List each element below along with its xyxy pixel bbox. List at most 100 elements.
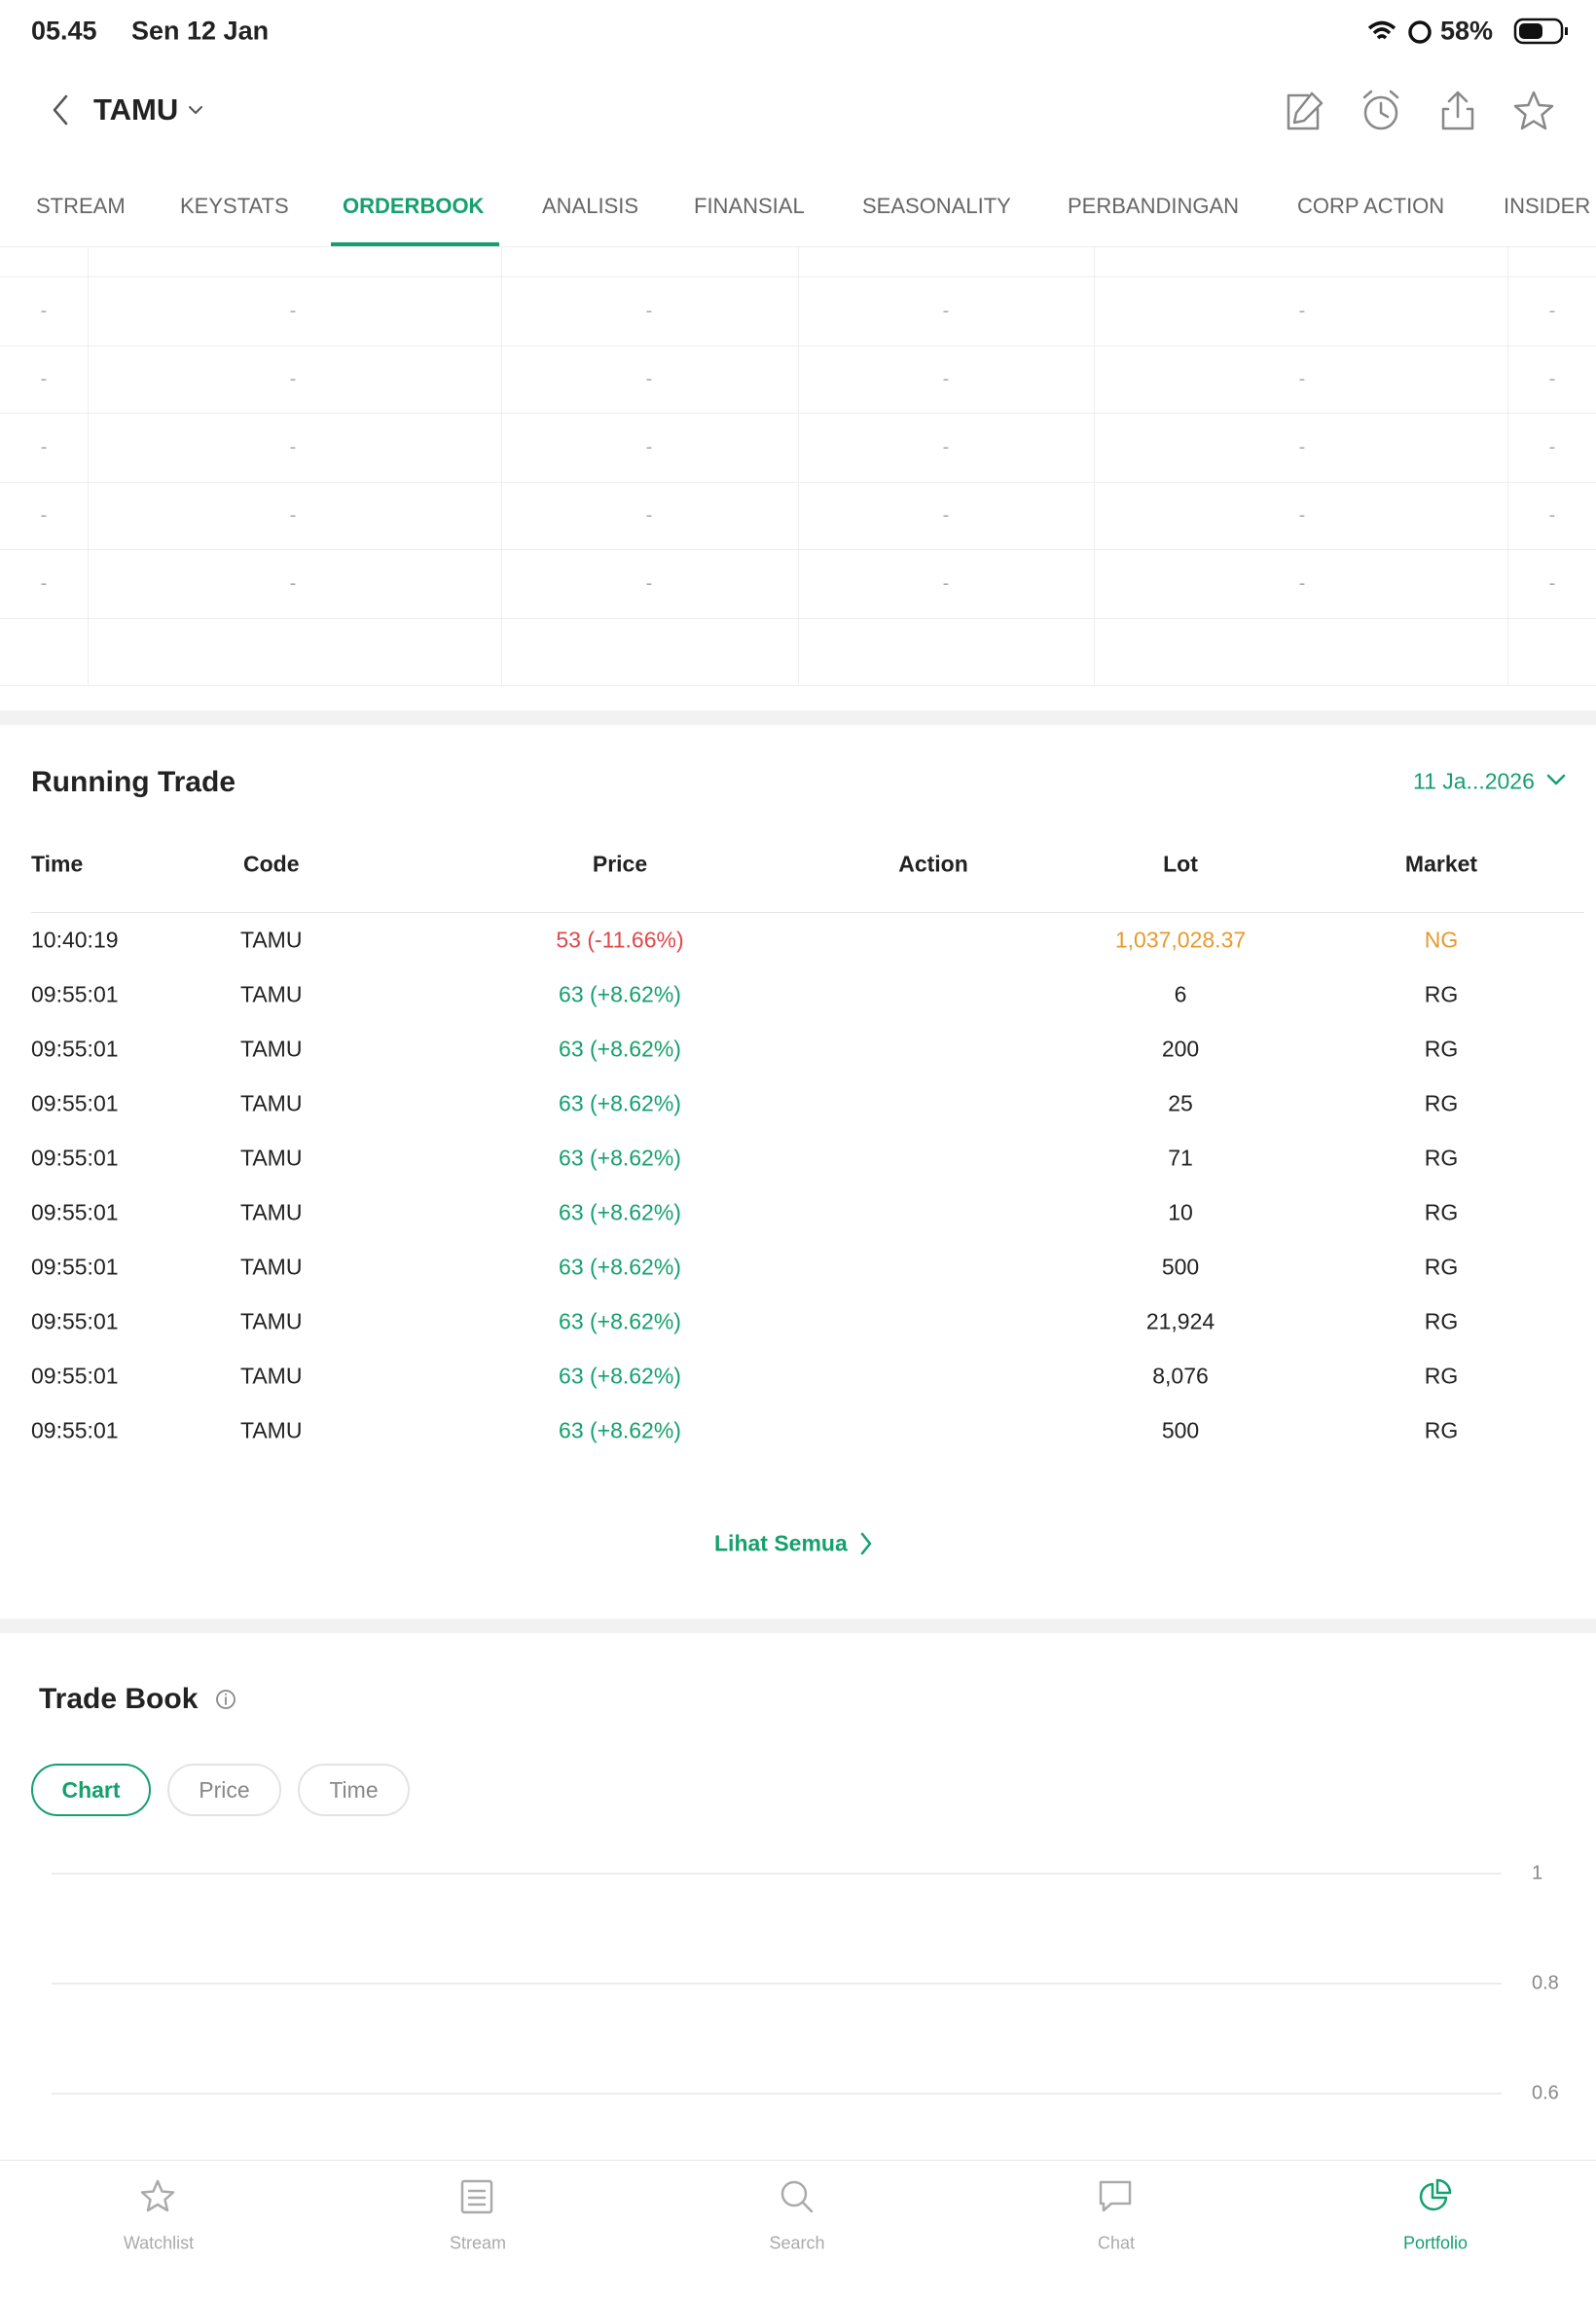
trade-lot: 6 bbox=[1174, 981, 1187, 1007]
tab[interactable]: KEYSTATS bbox=[180, 194, 289, 218]
orderbook-cell: - bbox=[942, 572, 950, 595]
orderbook-cell: - bbox=[40, 300, 48, 322]
date-dropdown[interactable] bbox=[1545, 773, 1567, 788]
info-icon[interactable] bbox=[214, 1688, 237, 1711]
tab[interactable]: FINANSIAL bbox=[694, 194, 805, 218]
section-title: Running Trade bbox=[31, 766, 236, 798]
battery-percent: 58% bbox=[1440, 16, 1494, 46]
orderbook-cell: - bbox=[645, 368, 653, 390]
orderbook-cell: - bbox=[942, 436, 950, 458]
column-header: Time bbox=[31, 851, 84, 877]
trade-price: 53 (-11.66%) bbox=[556, 927, 684, 953]
trade-price: 63 (+8.62%) bbox=[559, 981, 681, 1007]
trade-code: TAMU bbox=[240, 981, 303, 1007]
filter-pill[interactable]: Price bbox=[167, 1764, 281, 1816]
trade-code: TAMU bbox=[240, 1363, 303, 1389]
nav-icon[interactable] bbox=[459, 2178, 496, 2215]
orderbook-cell: - bbox=[289, 300, 297, 322]
see-all-link[interactable]: Lihat Semua bbox=[714, 1530, 848, 1556]
column-divider bbox=[798, 247, 799, 685]
orderbook-cell: - bbox=[1548, 572, 1556, 595]
column-header: Market bbox=[1404, 851, 1478, 877]
nav-label[interactable]: Watchlist bbox=[123, 2233, 195, 2253]
trade-lot: 500 bbox=[1161, 1417, 1200, 1443]
orderbook-cell: - bbox=[942, 300, 950, 322]
symbol-dropdown[interactable] bbox=[187, 103, 204, 117]
orderbook-cell: - bbox=[645, 436, 653, 458]
nav-label[interactable]: Portfolio bbox=[1402, 2233, 1469, 2253]
battery-icon bbox=[1513, 18, 1568, 45]
trade-time: 10:40:19 bbox=[31, 927, 119, 953]
orderbook-cell: - bbox=[1298, 504, 1306, 527]
trade-code: TAMU bbox=[240, 1417, 303, 1443]
orderbook-cell: - bbox=[1548, 368, 1556, 390]
filter-pill[interactable]: Time bbox=[298, 1764, 410, 1816]
nav-icon[interactable] bbox=[1098, 2178, 1135, 2215]
nav-label[interactable]: Search bbox=[769, 2233, 825, 2253]
row-divider bbox=[0, 685, 1596, 686]
trade-price: 63 (+8.62%) bbox=[559, 1308, 681, 1334]
orderbook-cell: - bbox=[40, 572, 48, 595]
trade-time: 09:55:01 bbox=[31, 1417, 119, 1443]
favorite-button[interactable] bbox=[1512, 90, 1555, 132]
column-header: Action bbox=[898, 851, 968, 877]
tab[interactable]: CORP ACTION bbox=[1297, 194, 1445, 218]
section-separator bbox=[0, 1619, 1596, 1633]
nav-icon[interactable] bbox=[1417, 2178, 1454, 2215]
trade-market: RG bbox=[1424, 1145, 1459, 1171]
filter-pill[interactable]: Chart bbox=[31, 1764, 151, 1816]
tab[interactable]: SEASONALITY bbox=[862, 194, 1011, 218]
orderbook-cell: - bbox=[1548, 504, 1556, 527]
tab-divider bbox=[0, 246, 1596, 247]
trade-code: TAMU bbox=[240, 1090, 303, 1116]
trade-lot: 10 bbox=[1168, 1199, 1193, 1225]
symbol[interactable]: TAMU bbox=[93, 92, 179, 127]
trade-market: RG bbox=[1424, 1363, 1459, 1389]
trade-time: 09:55:01 bbox=[31, 1145, 119, 1171]
nav-icon[interactable] bbox=[779, 2178, 816, 2215]
date-picker[interactable]: 11 Ja...2026 bbox=[1413, 768, 1535, 794]
trade-market: RG bbox=[1424, 1308, 1459, 1334]
tab[interactable]: INSIDER bbox=[1504, 194, 1591, 218]
trade-lot: 71 bbox=[1168, 1145, 1193, 1171]
trade-time: 09:55:01 bbox=[31, 1036, 119, 1062]
trade-time: 09:55:01 bbox=[31, 1363, 119, 1389]
orderbook-cell: - bbox=[1298, 300, 1306, 322]
trade-lot: 500 bbox=[1161, 1254, 1200, 1280]
edit-button[interactable] bbox=[1283, 90, 1325, 132]
tab[interactable]: STREAM bbox=[36, 194, 126, 218]
orderbook-cell: - bbox=[645, 504, 653, 527]
trade-time: 09:55:01 bbox=[31, 981, 119, 1007]
orderbook-cell: - bbox=[1548, 436, 1556, 458]
alarm-button[interactable] bbox=[1360, 88, 1402, 132]
trade-price: 63 (+8.62%) bbox=[559, 1363, 681, 1389]
trade-market: RG bbox=[1424, 1090, 1459, 1116]
nav-label[interactable]: Chat bbox=[1097, 2233, 1136, 2253]
back-button[interactable] bbox=[47, 92, 76, 128]
tab[interactable]: ORDERBOOK bbox=[343, 194, 485, 218]
trade-book-chart: 1 0.8 0.6 bbox=[52, 1862, 1559, 2103]
share-button[interactable] bbox=[1438, 90, 1477, 132]
tab[interactable]: ANALISIS bbox=[542, 194, 639, 218]
status-time: 05.45 bbox=[31, 16, 97, 46]
nav-label[interactable]: Stream bbox=[449, 2233, 507, 2253]
column-header: Code bbox=[243, 851, 300, 877]
trade-market: RG bbox=[1424, 1254, 1459, 1280]
trade-lot: 200 bbox=[1161, 1036, 1200, 1062]
orderbook-cell: - bbox=[289, 368, 297, 390]
status-date: Sen 12 Jan bbox=[131, 16, 270, 46]
trade-lot: 21,924 bbox=[1145, 1308, 1215, 1334]
orderbook-cell: - bbox=[289, 504, 297, 527]
section-separator bbox=[0, 711, 1596, 725]
tab[interactable]: PERBANDINGAN bbox=[1068, 194, 1240, 218]
orderbook-cell: - bbox=[289, 572, 297, 595]
see-all-chevron[interactable] bbox=[858, 1531, 874, 1556]
orderbook-cell: - bbox=[1548, 300, 1556, 322]
trade-price: 63 (+8.62%) bbox=[559, 1036, 681, 1062]
trade-price: 63 (+8.62%) bbox=[559, 1090, 681, 1116]
orderbook-cell: - bbox=[942, 368, 950, 390]
nav-icon[interactable] bbox=[140, 2178, 177, 2215]
orderbook-cell: - bbox=[289, 436, 297, 458]
y-tick-label: 0.8 bbox=[1532, 1972, 1559, 1993]
trade-market: RG bbox=[1424, 981, 1459, 1007]
